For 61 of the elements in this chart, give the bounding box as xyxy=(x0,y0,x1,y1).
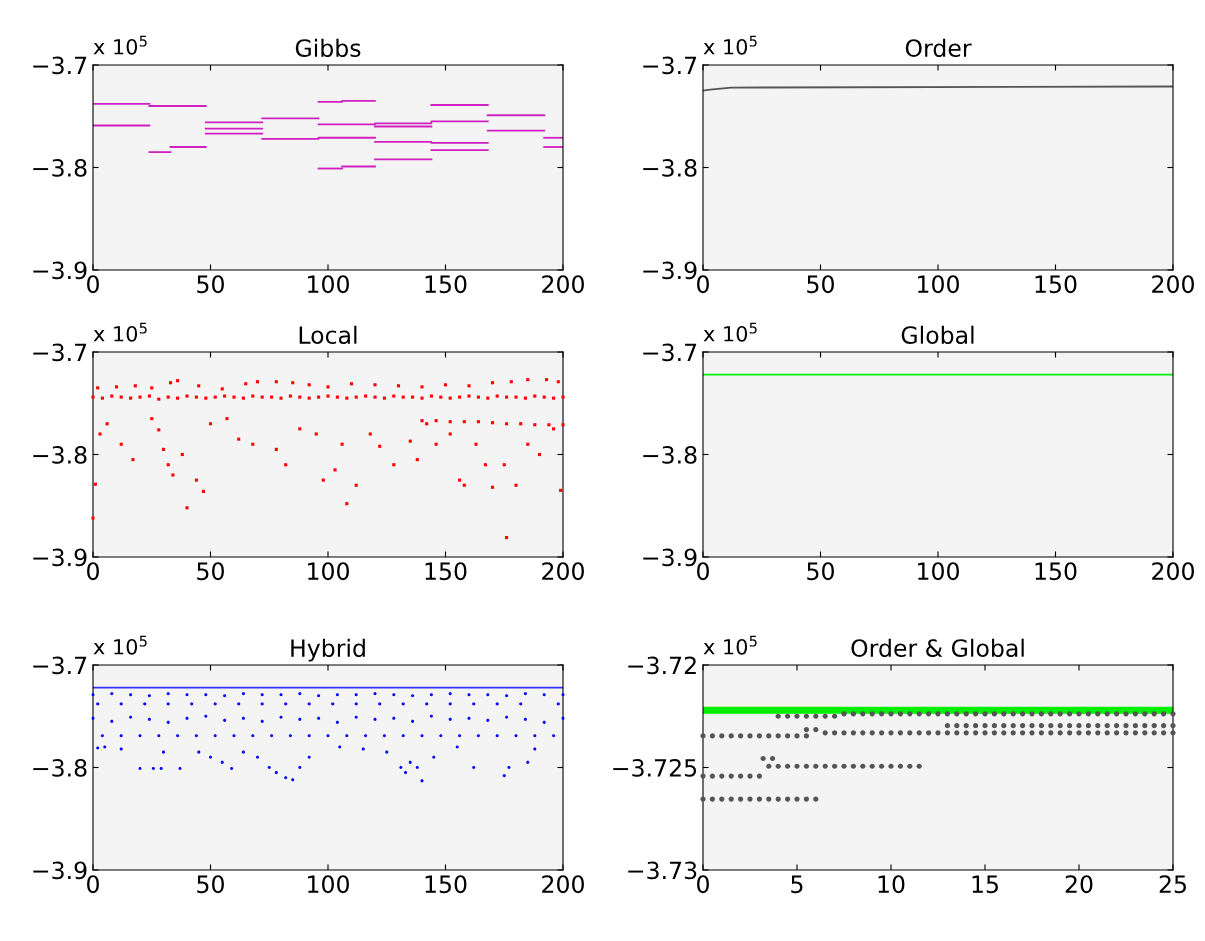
x-tick-label: 50 xyxy=(807,275,834,294)
y-tick-label: −3.7 xyxy=(33,343,87,362)
y-tick-label: −3.9 xyxy=(33,261,87,280)
text: x 10$^{5}$ xyxy=(703,322,757,342)
x-tick-label: 150 xyxy=(425,275,467,294)
x-tick-label: 15 xyxy=(972,875,998,894)
chart-title: Order & Global xyxy=(851,638,1024,657)
y-tick-label: −3.8 xyxy=(33,758,87,777)
x-tick-label: 200 xyxy=(542,275,584,294)
y-tick-label: −3.72 xyxy=(628,656,696,675)
y-tick-label: −3.725 xyxy=(613,758,697,777)
x-tick-label: 150 xyxy=(425,875,467,894)
x-tick-label: 50 xyxy=(197,562,224,581)
x-tick-label: 150 xyxy=(1035,562,1077,581)
chart-title: Gibbs xyxy=(295,38,361,57)
x-tick-label: 200 xyxy=(542,875,584,894)
text: x 10$^{5}$ xyxy=(93,322,147,342)
text: x 10$^{5}$ xyxy=(703,635,757,655)
y-tick-label: −3.9 xyxy=(643,548,697,567)
y-tick-label: −3.7 xyxy=(643,56,697,75)
y-tick-label: −3.8 xyxy=(643,158,697,177)
x-tick-label: 200 xyxy=(542,562,584,581)
x-tick-label: 200 xyxy=(1152,562,1194,581)
x-tick-label: 50 xyxy=(197,875,224,894)
y-tick-label: −3.9 xyxy=(33,548,87,567)
x-tick-label: 100 xyxy=(308,275,349,294)
x-tick-label: 0 xyxy=(87,562,99,581)
x-tick-label: 100 xyxy=(918,275,959,294)
x-tick-label: 0 xyxy=(697,275,709,294)
y-tick-label: −3.8 xyxy=(643,445,697,464)
x-tick-label: 100 xyxy=(308,562,349,581)
x-tick-label: 100 xyxy=(308,875,349,894)
y-tick-label: −3.7 xyxy=(33,56,87,75)
chart-title: Local xyxy=(299,325,357,344)
x-tick-label: 5 xyxy=(791,875,803,894)
y-tick-label: −3.73 xyxy=(628,861,697,880)
x-tick-label: 25 xyxy=(1159,875,1186,894)
x-tick-label: 0 xyxy=(87,275,99,294)
text: x 10$^{5}$ xyxy=(703,35,757,55)
x-tick-label: 50 xyxy=(197,275,224,294)
x-tick-label: 200 xyxy=(1152,275,1194,294)
x-tick-label: 0 xyxy=(87,875,99,894)
y-tick-label: −3.9 xyxy=(643,261,697,280)
x-tick-label: 10 xyxy=(878,875,905,894)
y-tick-label: −3.7 xyxy=(33,656,87,675)
chart-title: Global xyxy=(901,325,974,344)
x-tick-label: 100 xyxy=(918,562,959,581)
x-tick-label: 150 xyxy=(425,562,467,581)
y-tick-label: −3.7 xyxy=(643,343,697,362)
x-tick-label: 150 xyxy=(1035,275,1077,294)
text: x 10$^{5}$ xyxy=(93,635,147,655)
chart-title: Hybrid xyxy=(291,638,365,662)
y-tick-label: −3.8 xyxy=(33,445,87,464)
text: x 10$^{5}$ xyxy=(93,35,147,55)
chart-title: Order xyxy=(905,38,972,57)
y-tick-label: −3.8 xyxy=(33,158,87,177)
x-tick-label: 0 xyxy=(697,875,709,894)
x-tick-label: 0 xyxy=(697,562,709,581)
x-tick-label: 50 xyxy=(807,562,834,581)
x-tick-label: 20 xyxy=(1065,875,1093,894)
y-tick-label: −3.9 xyxy=(33,861,87,880)
